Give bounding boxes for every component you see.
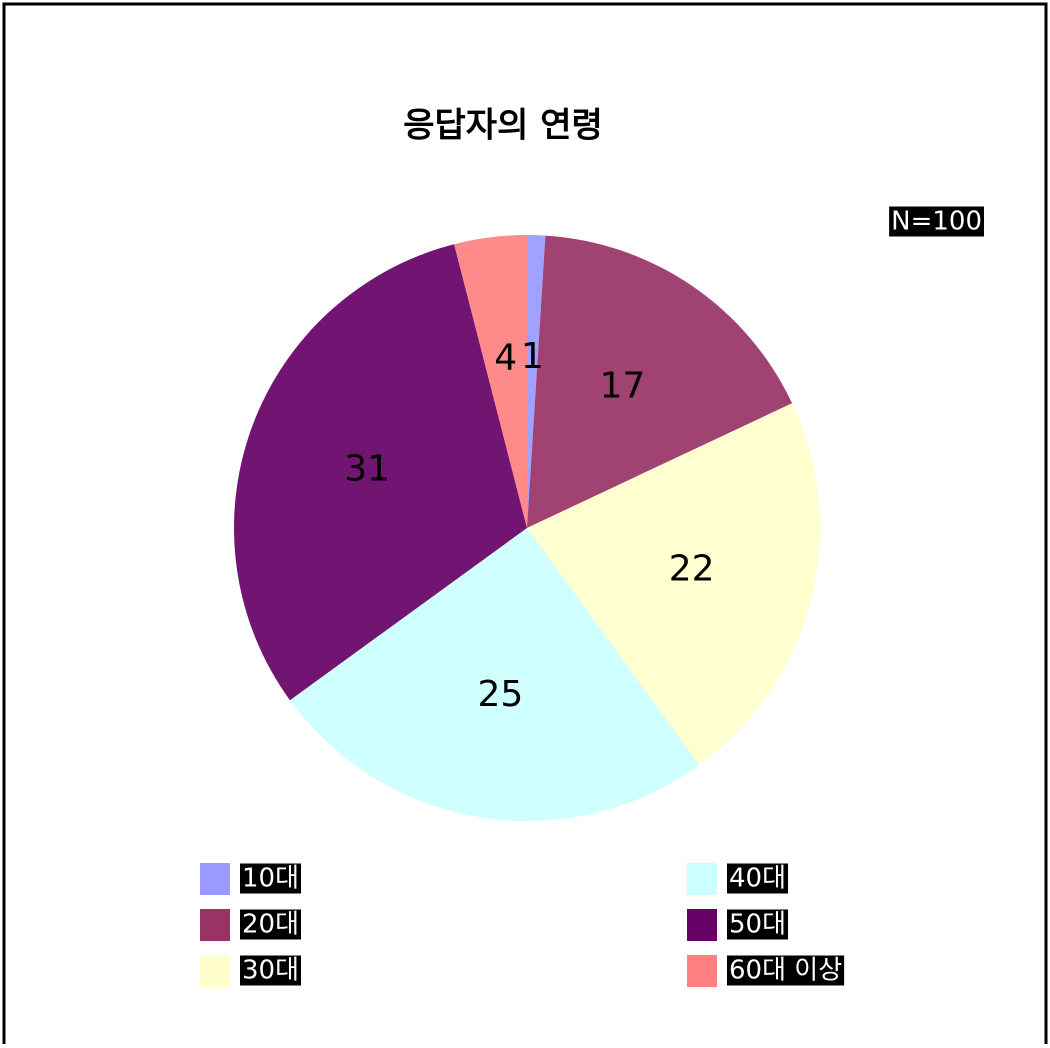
legend-label: 30대 bbox=[242, 956, 299, 986]
legend-label: 50대 bbox=[729, 910, 786, 940]
legend-item: 20대 bbox=[200, 909, 302, 941]
legend-label: 20대 bbox=[242, 910, 299, 940]
legend-item: 30대 bbox=[200, 955, 302, 987]
pie-slice bbox=[527, 235, 546, 528]
pie-slice bbox=[527, 235, 793, 528]
pie-slice bbox=[233, 244, 528, 701]
label-background bbox=[240, 955, 302, 986]
legend-item: 50대 bbox=[687, 909, 789, 941]
label-background bbox=[727, 955, 845, 986]
legend-swatch bbox=[200, 909, 230, 941]
pie-slice bbox=[527, 403, 820, 766]
data-label: 1 bbox=[521, 336, 544, 377]
annotation: N=100 bbox=[891, 207, 982, 237]
legend-label: 40대 bbox=[729, 864, 786, 894]
legend-item: 60대 이상 bbox=[687, 955, 845, 987]
legend-swatch bbox=[687, 863, 717, 895]
pie-slice bbox=[289, 528, 700, 821]
legend-item: 40대 bbox=[687, 863, 789, 895]
annotation-group: N=100 bbox=[889, 206, 984, 237]
legend-swatch bbox=[200, 955, 230, 987]
legend-swatch bbox=[200, 863, 230, 895]
legend-label: 60대 이상 bbox=[729, 956, 842, 986]
data-label: 25 bbox=[478, 674, 524, 715]
label-background bbox=[240, 909, 302, 940]
legend-swatch bbox=[687, 955, 717, 987]
legend-label: 10대 bbox=[242, 864, 299, 894]
data-label: 17 bbox=[600, 365, 646, 406]
data-label: 31 bbox=[344, 448, 390, 489]
label-background bbox=[727, 863, 789, 894]
data-label: 4 bbox=[494, 337, 517, 378]
data-label: 22 bbox=[669, 548, 715, 589]
label-background bbox=[240, 863, 302, 894]
chart-title: 응답자의 연령 bbox=[403, 106, 603, 146]
legend-item: 10대 bbox=[200, 863, 302, 895]
pie-slice bbox=[454, 235, 527, 528]
label-background bbox=[727, 909, 789, 940]
label-background bbox=[889, 206, 984, 237]
legend-swatch bbox=[687, 909, 717, 941]
